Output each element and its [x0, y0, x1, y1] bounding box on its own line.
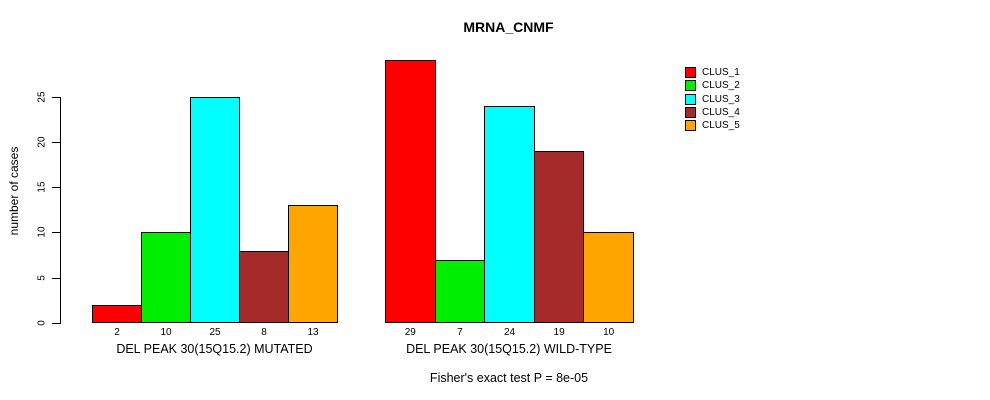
- bar-clus_2-group1: [141, 232, 191, 323]
- legend-swatch-clus_1: [685, 67, 696, 79]
- bar-value-clus_5-group2: 10: [603, 326, 615, 338]
- y-axis-tick: [52, 277, 60, 279]
- bar-clus_4-group2: [533, 150, 585, 323]
- legend-swatch-clus_2: [685, 80, 696, 92]
- legend: CLUS_1 CLUS_2 CLUS_3 CLUS_4 CLUS_5: [685, 66, 740, 132]
- bar-value-clus_1-group2: 29: [404, 326, 416, 338]
- legend-label-clus_1: CLUS_1: [702, 67, 740, 79]
- legend-label-clus_4: CLUS_4: [702, 107, 740, 119]
- x-axis-group-label-1: DEL PEAK 30(15Q15.2) MUTATED: [116, 341, 313, 356]
- bar-value-clus_2-group2: 7: [457, 326, 463, 338]
- x-axis-group-label-2: DEL PEAK 30(15Q15.2) WILD-TYPE: [406, 341, 612, 356]
- bar-value-clus_3-group1: 25: [209, 326, 221, 338]
- fisher-test-annotation: Fisher's exact test P = 8e-05: [429, 371, 589, 385]
- legend-entry-clus_5: CLUS_5: [685, 119, 740, 132]
- y-axis-label: number of cases: [7, 146, 21, 236]
- bar-clus_2-group2: [434, 259, 486, 323]
- y-axis-tick-label: 20: [36, 136, 48, 148]
- bar-clus_3-group2: [484, 105, 535, 323]
- legend-swatch-clus_4: [685, 107, 696, 119]
- bar-clus_1-group1: [92, 304, 142, 323]
- bar-value-clus_4-group1: 8: [261, 326, 267, 338]
- bar-clus_5-group1: [288, 205, 338, 323]
- legend-swatch-clus_3: [685, 93, 696, 105]
- y-axis-tick: [52, 232, 60, 234]
- bar-value-clus_4-group2: 19: [553, 326, 565, 338]
- y-axis-tick: [52, 187, 60, 189]
- bar-clus_3-group1: [190, 96, 240, 323]
- y-axis-tick: [52, 96, 60, 98]
- legend-entry-clus_3: CLUS_3: [685, 93, 740, 106]
- y-axis-tick-label: 10: [36, 226, 48, 238]
- legend-entry-clus_2: CLUS_2: [685, 79, 740, 92]
- bar-clus_1-group2: [385, 60, 436, 323]
- y-axis-tick-label: 25: [36, 90, 48, 103]
- legend-label-clus_5: CLUS_5: [702, 120, 740, 132]
- y-axis-tick: [52, 141, 60, 143]
- bar-value-clus_2-group1: 10: [160, 326, 172, 338]
- y-axis-line: [60, 96, 61, 324]
- bar-clus_5-group2: [583, 232, 634, 323]
- y-axis-tick-label: 5: [36, 274, 48, 281]
- legend-label-clus_2: CLUS_2: [702, 80, 740, 92]
- y-axis-tick-label: 0: [36, 320, 48, 326]
- legend-swatch-clus_5: [685, 120, 696, 132]
- bar-value-clus_5-group1: 13: [307, 326, 319, 338]
- y-axis-tick: [52, 323, 60, 324]
- bar-clus_4-group1: [239, 250, 289, 323]
- legend-entry-clus_4: CLUS_4: [685, 106, 740, 119]
- bar-value-clus_1-group1: 2: [114, 326, 120, 338]
- chart-title: MRNA_CNMF: [463, 19, 554, 35]
- legend-entry-clus_1: CLUS_1: [685, 66, 740, 79]
- legend-label-clus_3: CLUS_3: [702, 93, 740, 105]
- bar-value-clus_3-group2: 24: [503, 326, 516, 338]
- y-axis-tick-label: 15: [36, 181, 48, 193]
